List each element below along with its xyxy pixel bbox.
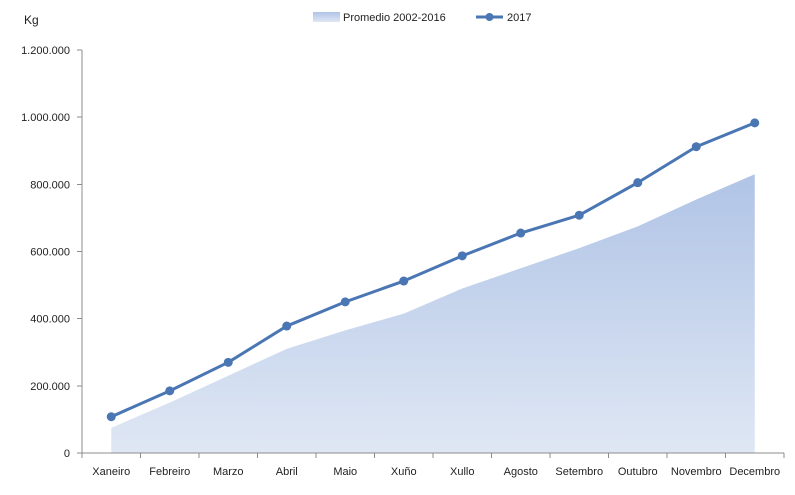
x-tick-label: Setembro xyxy=(555,466,603,478)
y-tick-label: 1.200.000 xyxy=(21,45,70,57)
y-axis-unit-label: Kg xyxy=(24,13,39,27)
x-tick-label: Marzo xyxy=(213,466,244,478)
data-point-2017 xyxy=(399,276,409,286)
y-tick-label: 1.000.000 xyxy=(21,112,70,124)
x-axis-ticks: Xaneiro Febreiro Marzo Abril Maio Xuño Xullo Ag… xyxy=(81,453,785,478)
x-tick-label: Xuño xyxy=(391,466,417,478)
x-tick-label: Abril xyxy=(276,466,298,478)
legend-label-average: Promedio 2002-2016 xyxy=(343,12,446,24)
data-point-2017 xyxy=(516,228,526,238)
data-point-2017 xyxy=(106,412,116,422)
y-tick-label: 800.000 xyxy=(30,179,70,191)
data-point-2017 xyxy=(750,118,760,128)
x-tick-label: Agosto xyxy=(504,466,538,478)
data-point-2017 xyxy=(223,357,233,367)
y-tick-label: 400.000 xyxy=(30,314,70,326)
series-average-area xyxy=(111,174,755,453)
legend: Promedio 2002-2016 2017 xyxy=(313,12,531,24)
data-point-2017 xyxy=(574,210,584,220)
line-2017-path xyxy=(110,121,756,419)
data-point-2017 xyxy=(457,251,467,261)
x-tick-label: Outubro xyxy=(618,466,658,478)
x-tick-label: Maio xyxy=(333,466,357,478)
data-point-2017 xyxy=(282,321,292,331)
y-tick-label: 0 xyxy=(64,448,70,460)
data-point-2017 xyxy=(633,178,643,188)
x-tick-label: Xaneiro xyxy=(92,466,130,478)
data-point-2017 xyxy=(165,386,175,396)
data-point-2017 xyxy=(691,142,701,152)
legend-marker-2017 xyxy=(485,13,494,21)
legend-label-2017: 2017 xyxy=(507,12,531,24)
average-area-shape xyxy=(111,174,755,453)
x-tick-label: Decembro xyxy=(729,466,780,478)
data-point-2017 xyxy=(340,297,350,307)
y-tick-label: 200.000 xyxy=(30,381,70,393)
y-tick-label: 600.000 xyxy=(30,247,70,259)
series-2017-line xyxy=(106,118,760,422)
legend-swatch-average xyxy=(313,12,340,22)
x-tick-label: Febreiro xyxy=(149,466,190,478)
y-axis-ticks: 0 200.000 400.000 600.000 800.000 1.000.000 1.… xyxy=(21,45,82,460)
x-tick-label: Xullo xyxy=(450,466,474,478)
x-tick-label: Novembro xyxy=(671,466,722,478)
